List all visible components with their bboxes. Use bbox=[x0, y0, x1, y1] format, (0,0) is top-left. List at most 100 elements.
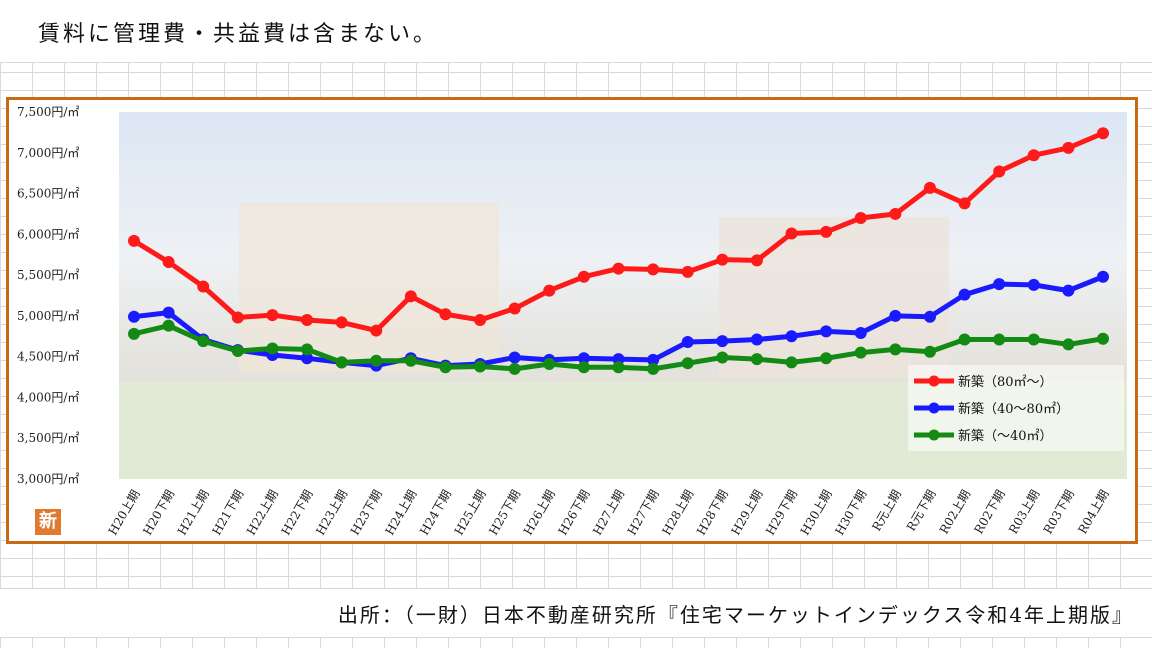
data-point bbox=[1062, 338, 1075, 351]
note-band: 賃料に管理費・共益費は含まない。 bbox=[0, 0, 1152, 63]
data-point bbox=[923, 345, 936, 358]
data-point bbox=[301, 343, 314, 356]
line-chart: 7,500円/㎡ 7,000円/㎡ 6,500円/㎡ 6,000円/㎡ 5,500円/㎡… bbox=[17, 105, 1124, 538]
data-point bbox=[854, 327, 867, 340]
x-tick-label: H20上期 bbox=[106, 488, 143, 538]
chart-frame: 7,500円/㎡ 7,000円/㎡ 6,500円/㎡ 6,000円/㎡ 5,500円/㎡… bbox=[6, 97, 1138, 544]
data-point bbox=[923, 181, 936, 194]
data-point bbox=[370, 354, 383, 367]
data-point bbox=[439, 308, 452, 321]
x-tick-label: H22上期 bbox=[244, 488, 281, 538]
data-point bbox=[1027, 278, 1040, 291]
data-point bbox=[162, 256, 175, 269]
data-point bbox=[1062, 141, 1075, 154]
y-tick-label: 5,000円/㎡ bbox=[17, 309, 79, 323]
data-point bbox=[1097, 332, 1109, 345]
y-tick-label: 6,000円/㎡ bbox=[17, 227, 79, 241]
x-tick-label: H22下期 bbox=[279, 488, 316, 538]
building-photo-left bbox=[239, 202, 499, 372]
data-point bbox=[716, 335, 729, 348]
data-point bbox=[993, 165, 1006, 178]
data-point bbox=[128, 327, 140, 340]
data-point bbox=[854, 346, 867, 359]
data-point bbox=[889, 207, 902, 220]
y-tick-label: 7,500円/㎡ bbox=[17, 105, 79, 119]
data-point bbox=[335, 316, 348, 329]
x-tick-label: H28下期 bbox=[694, 488, 731, 538]
data-point bbox=[266, 309, 279, 322]
legend-label: 新築（40～80㎡） bbox=[958, 401, 1069, 417]
x-tick-label: H30下期 bbox=[832, 488, 869, 538]
data-point bbox=[197, 335, 210, 348]
x-tick-label: R02上期 bbox=[937, 488, 973, 537]
data-point bbox=[923, 310, 936, 323]
x-tick-label: H27下期 bbox=[625, 488, 662, 538]
data-point bbox=[197, 280, 210, 293]
data-point bbox=[820, 225, 833, 238]
rent-note: 賃料に管理費・共益費は含まない。 bbox=[38, 22, 439, 47]
x-tick-label: H23下期 bbox=[348, 488, 385, 538]
y-tick-label: 7,000円/㎡ bbox=[17, 146, 79, 160]
x-tick-label: R元上期 bbox=[869, 488, 904, 534]
data-point bbox=[647, 362, 660, 375]
x-tick-label: R02下期 bbox=[971, 488, 1007, 537]
data-point bbox=[266, 342, 279, 355]
y-tick-label: 6,500円/㎡ bbox=[17, 187, 79, 201]
data-point bbox=[993, 278, 1006, 291]
data-point bbox=[958, 288, 971, 301]
data-point bbox=[1027, 333, 1040, 346]
data-point bbox=[750, 353, 763, 366]
data-point bbox=[543, 284, 556, 297]
data-point bbox=[543, 358, 556, 371]
x-tick-label: H30上期 bbox=[798, 488, 835, 538]
x-tick-label: H20下期 bbox=[140, 488, 177, 538]
data-point bbox=[993, 333, 1006, 346]
data-point bbox=[889, 343, 902, 356]
legend-label: 新築（80㎡～） bbox=[958, 374, 1053, 390]
x-tick-label: H26下期 bbox=[555, 488, 592, 538]
data-point bbox=[162, 306, 175, 319]
y-tick-label: 4,500円/㎡ bbox=[17, 350, 79, 364]
data-point bbox=[404, 290, 417, 303]
x-tick-label: H26上期 bbox=[521, 488, 558, 538]
data-point bbox=[128, 234, 140, 247]
data-point bbox=[335, 356, 348, 369]
x-tick-label: H27上期 bbox=[590, 488, 627, 538]
data-point bbox=[820, 352, 833, 365]
x-tick-label: H29下期 bbox=[763, 488, 800, 538]
data-point bbox=[647, 263, 660, 276]
x-tick-label: H24下期 bbox=[417, 488, 454, 538]
x-tick-label: R元下期 bbox=[904, 488, 939, 534]
y-tick-label: 4,000円/㎡ bbox=[17, 390, 79, 404]
data-point bbox=[370, 324, 383, 337]
y-tick-label: 3,000円/㎡ bbox=[17, 472, 79, 486]
data-point bbox=[231, 311, 244, 324]
data-point bbox=[474, 360, 487, 373]
data-point bbox=[681, 265, 694, 278]
data-point bbox=[301, 352, 314, 365]
data-point bbox=[750, 333, 763, 346]
data-point bbox=[508, 351, 521, 364]
data-point bbox=[785, 330, 798, 343]
legend-label: 新築（～40㎡） bbox=[958, 428, 1053, 444]
x-tick-label: H21上期 bbox=[175, 488, 212, 538]
data-point bbox=[1062, 284, 1075, 297]
data-point bbox=[577, 361, 590, 374]
data-point bbox=[577, 270, 590, 283]
x-tick-label: R03下期 bbox=[1041, 488, 1077, 537]
data-point bbox=[958, 333, 971, 346]
legend-swatch-marker bbox=[928, 429, 940, 441]
data-point bbox=[1097, 127, 1109, 140]
source-band: 出所：（一財）日本不動産研究所『住宅マーケットインデックス令和4年上期版』 bbox=[0, 588, 1152, 638]
data-point bbox=[681, 335, 694, 348]
x-tick-label: R03上期 bbox=[1006, 488, 1042, 537]
data-point bbox=[854, 212, 867, 225]
x-tick-label: H28上期 bbox=[659, 488, 696, 538]
legend-swatch-marker bbox=[928, 402, 940, 414]
data-point bbox=[889, 309, 902, 322]
data-point bbox=[439, 361, 452, 374]
data-point bbox=[474, 313, 487, 326]
data-point bbox=[716, 351, 729, 364]
y-tick-label: 3,500円/㎡ bbox=[17, 431, 79, 445]
y-tick-label: 5,500円/㎡ bbox=[17, 268, 79, 282]
